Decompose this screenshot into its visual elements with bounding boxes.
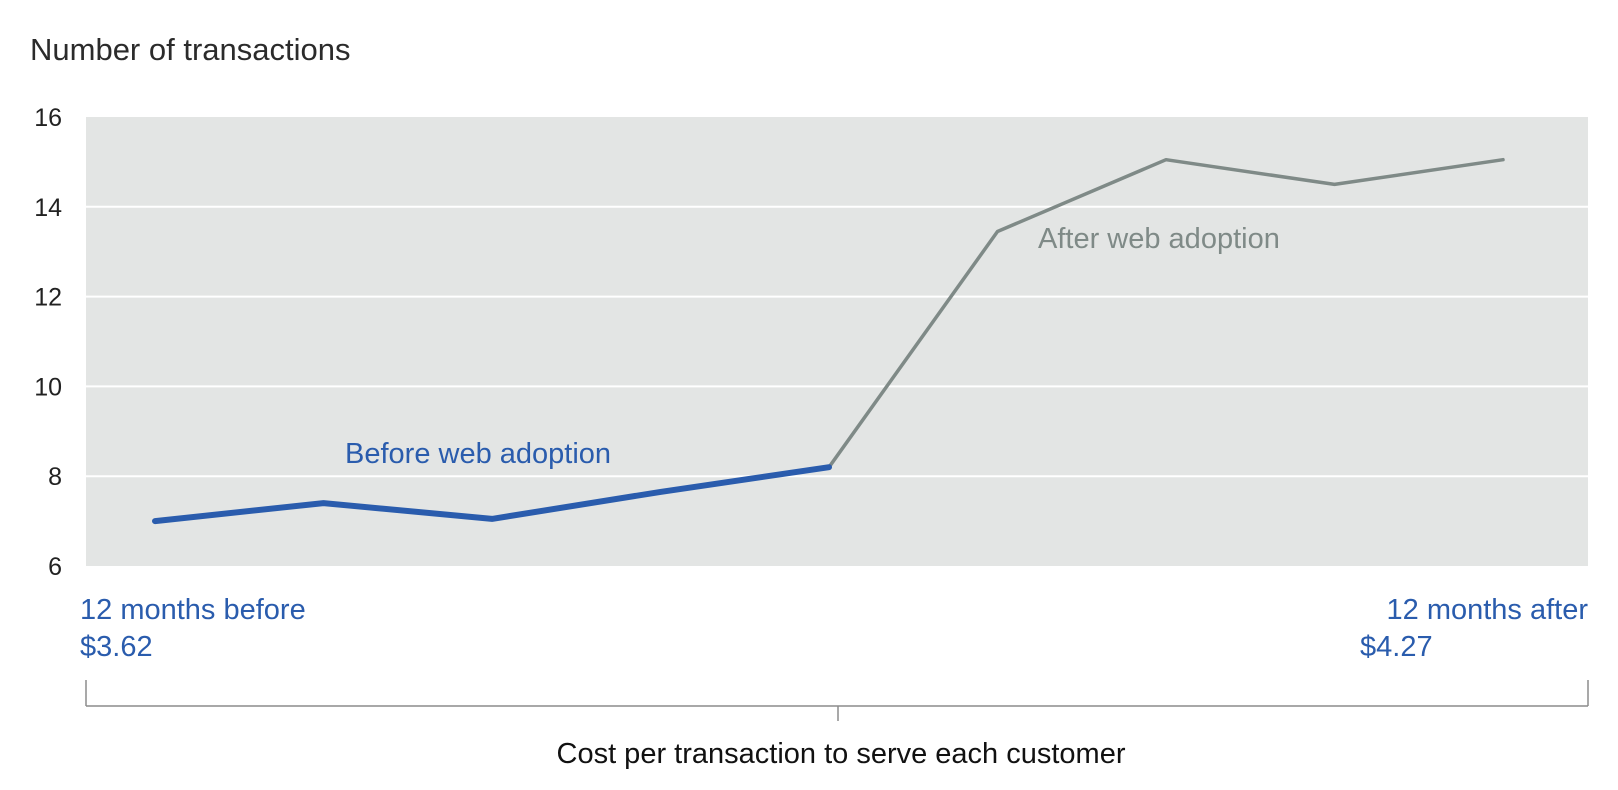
y-tick-label-14: 14 (34, 194, 62, 222)
x-axis-label: Cost per transaction to serve each custo… (557, 738, 1126, 770)
y-tick-label-12: 12 (34, 284, 62, 312)
x-axis-bracket (85, 680, 1589, 721)
start-period-label: 12 months before (80, 594, 306, 626)
gridlines (86, 205, 1588, 478)
y-tick-label-10: 10 (34, 373, 62, 401)
series-line-after (827, 157, 1505, 469)
y-tick-label-8: 8 (48, 463, 62, 491)
series-lines (152, 157, 1505, 525)
end-period-label: 12 months after (1387, 594, 1589, 626)
series-label-before: Before web adoption (345, 438, 611, 470)
y-tick-label-16: 16 (34, 104, 62, 132)
chart-title: Number of transactions (30, 32, 350, 67)
y-tick-label-6: 6 (48, 553, 62, 581)
y-axis-ticks: 6 8 10 12 14 16 (34, 104, 62, 581)
series-label-after: After web adoption (1038, 223, 1280, 255)
series-line-before (152, 464, 832, 525)
end-period-cost: $4.27 (1360, 631, 1433, 663)
start-period-cost: $3.62 (80, 631, 153, 663)
plot-background (86, 117, 1588, 566)
